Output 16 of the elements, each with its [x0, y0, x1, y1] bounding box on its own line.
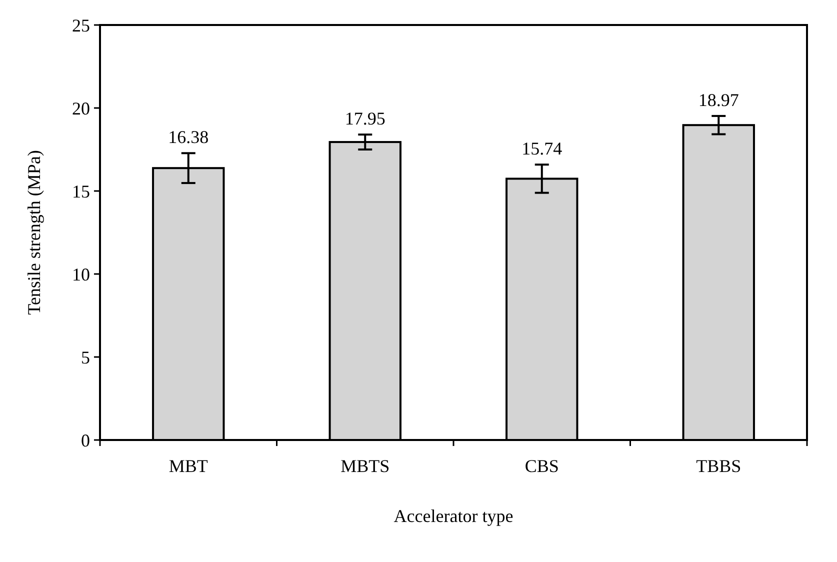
y-tick-label: 25: [72, 15, 90, 36]
y-axis-title: Tensile strength (MPa): [24, 150, 44, 315]
x-tick-label: MBT: [168, 456, 208, 476]
data-label: 16.38: [168, 127, 209, 148]
x-tick-label: MBTS: [340, 456, 390, 476]
data-label: 18.97: [698, 90, 739, 110]
x-tick-label: TBBS: [696, 456, 742, 476]
data-label: 17.95: [344, 108, 386, 129]
y-tick-label: 5: [81, 347, 90, 368]
y-tick-label: 10: [72, 264, 90, 284]
y-tick-label: 0: [81, 430, 90, 450]
x-axis-title: Accelerator type: [394, 506, 514, 526]
y-tick-label: 15: [72, 181, 90, 202]
y-tick-label: 20: [72, 98, 90, 118]
data-label: 15.74: [522, 138, 562, 159]
x-tick-label: CBS: [524, 456, 559, 476]
